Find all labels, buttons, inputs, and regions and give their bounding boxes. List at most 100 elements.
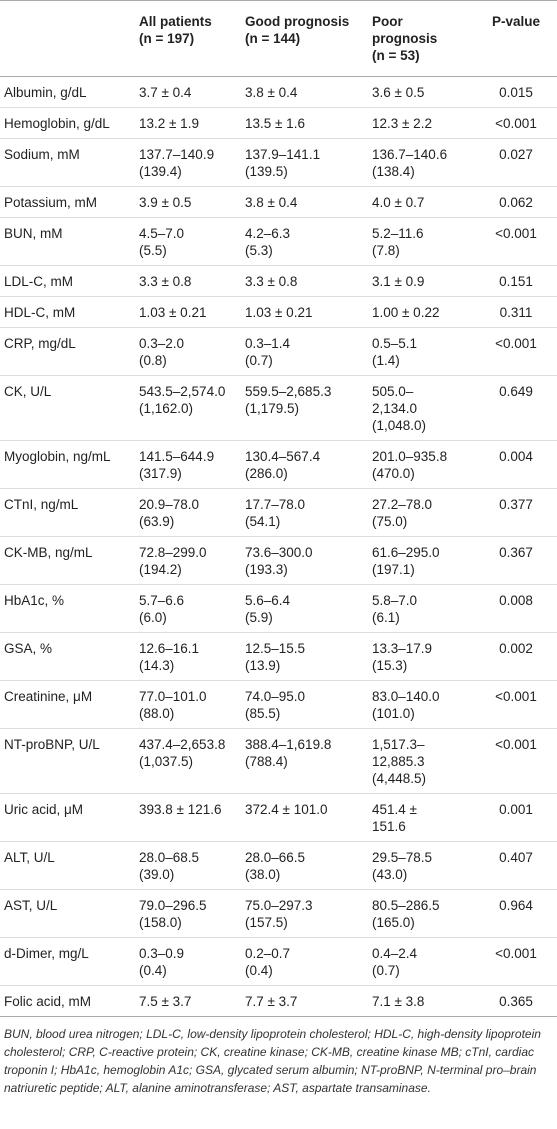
- table-cell: 4.2–6.3 (5.3): [243, 217, 370, 266]
- table-cell: 3.8 ± 0.4: [243, 76, 370, 108]
- table-row: Hemoglobin, g/dL 13.2 ± 1.9 13.5 ± 1.6 12.3…: [0, 107, 557, 139]
- table-cell: 0.151: [475, 265, 557, 297]
- table-cell: 388.4–1,619.8 (788.4): [243, 728, 370, 794]
- table-cell: 3.7 ± 0.4: [137, 76, 243, 108]
- table-cell: 393.8 ± 121.6: [137, 793, 243, 842]
- table-cell: 75.0–297.3 (157.5): [243, 889, 370, 938]
- table-cell: 12.5–15.5 (13.9): [243, 632, 370, 681]
- row-label: ALT, U/L: [0, 841, 137, 890]
- table-cell: 4.5–7.0 (5.5): [137, 217, 243, 266]
- row-label: CTnI, ng/mL: [0, 488, 137, 537]
- table-row: Uric acid, μM 393.8 ± 121.6 372.4 ± 101.0 4…: [0, 793, 557, 842]
- header-cell: Poor prognosis (n = 53): [370, 0, 475, 77]
- table-cell: 83.0–140.0 (101.0): [370, 680, 475, 729]
- table-cell: 80.5–286.5 (165.0): [370, 889, 475, 938]
- table-cell: 1.03 ± 0.21: [243, 296, 370, 328]
- table-cell: 7.7 ± 3.7: [243, 985, 370, 1017]
- table-cell: 505.0– 2,134.0 (1,048.0): [370, 375, 475, 441]
- table-cell: 0.407: [475, 841, 557, 890]
- row-label: GSA, %: [0, 632, 137, 681]
- table-row: d-Dimer, mg/L 0.3–0.9 (0.4) 0.2–0.7 (0.4) 0…: [0, 937, 557, 986]
- table-cell: 3.1 ± 0.9: [370, 265, 475, 297]
- table-row: ALT, U/L 28.0–68.5 (39.0) 28.0–66.5 (38.0)…: [0, 841, 557, 890]
- table-row: HbA1c, % 5.7–6.6 (6.0) 5.6–6.4 (5.9) 5.8–7.…: [0, 584, 557, 633]
- table-row: NT-proBNP, U/L 437.4–2,653.8 (1,037.5) 388…: [0, 728, 557, 794]
- table-cell: 20.9–78.0 (63.9): [137, 488, 243, 537]
- table-cell: 0.002: [475, 632, 557, 681]
- row-label: CK-MB, ng/mL: [0, 536, 137, 585]
- table-cell: 27.2–78.0 (75.0): [370, 488, 475, 537]
- table-cell: 61.6–295.0 (197.1): [370, 536, 475, 585]
- table-row: Potassium, mM 3.9 ± 0.5 3.8 ± 0.4 4.0 ± 0.7…: [0, 186, 557, 218]
- table-cell: 0.004: [475, 440, 557, 489]
- header-cell: [0, 0, 137, 77]
- table-cell: 0.4–2.4 (0.7): [370, 937, 475, 986]
- header-cell: Good prognosis (n = 144): [243, 0, 370, 77]
- row-label: d-Dimer, mg/L: [0, 937, 137, 986]
- table-cell: 0.015: [475, 76, 557, 108]
- table-row: CK, U/L 543.5–2,574.0 (1,162.0) 559.5–2,68…: [0, 375, 557, 441]
- table-cell: 12.6–16.1 (14.3): [137, 632, 243, 681]
- table-cell: <0.001: [475, 327, 557, 376]
- table-cell: 28.0–66.5 (38.0): [243, 841, 370, 890]
- table-cell: 5.8–7.0 (6.1): [370, 584, 475, 633]
- table-cell: 0.027: [475, 138, 557, 187]
- table-cell: 13.5 ± 1.6: [243, 107, 370, 139]
- table-cell: 7.5 ± 3.7: [137, 985, 243, 1017]
- row-label: LDL-C, mM: [0, 265, 137, 297]
- table-cell: 13.2 ± 1.9: [137, 107, 243, 139]
- table-cell: 0.649: [475, 375, 557, 441]
- table-row: LDL-C, mM 3.3 ± 0.8 3.3 ± 0.8 3.1 ± 0.9 0.15…: [0, 265, 557, 297]
- table-cell: 451.4 ± 151.6: [370, 793, 475, 842]
- table-row: Creatinine, μM 77.0–101.0 (88.0) 74.0–95.0…: [0, 680, 557, 729]
- table-cell: 74.0–95.0 (85.5): [243, 680, 370, 729]
- row-label: Albumin, g/dL: [0, 76, 137, 108]
- table-cell: 1.00 ± 0.22: [370, 296, 475, 328]
- row-label: Potassium, mM: [0, 186, 137, 218]
- table-cell: 72.8–299.0 (194.2): [137, 536, 243, 585]
- table-cell: 7.1 ± 3.8: [370, 985, 475, 1017]
- table-cell: 4.0 ± 0.7: [370, 186, 475, 218]
- data-table: All patients (n = 197) Good prognosis (n …: [0, 0, 557, 1017]
- table-row: CRP, mg/dL 0.3–2.0 (0.8) 0.3–1.4 (0.7) 0.5–…: [0, 327, 557, 376]
- row-label: Hemoglobin, g/dL: [0, 107, 137, 139]
- table-cell: 0.3–2.0 (0.8): [137, 327, 243, 376]
- footnote: BUN, blood urea nitrogen; LDL-C, low-den…: [4, 1027, 541, 1095]
- table-row: GSA, % 12.6–16.1 (14.3) 12.5–15.5 (13.9) 13…: [0, 632, 557, 681]
- table-cell: 5.7–6.6 (6.0): [137, 584, 243, 633]
- table-cell: 0.3–0.9 (0.4): [137, 937, 243, 986]
- table-cell: 0.377: [475, 488, 557, 537]
- table-cell: 3.3 ± 0.8: [243, 265, 370, 297]
- table-row: Albumin, g/dL 3.7 ± 0.4 3.8 ± 0.4 3.6 ± 0.5…: [0, 76, 557, 108]
- row-label: HDL-C, mM: [0, 296, 137, 328]
- table-cell: <0.001: [475, 728, 557, 794]
- row-label: HbA1c, %: [0, 584, 137, 633]
- table-cell: 5.2–11.6 (7.8): [370, 217, 475, 266]
- table-row: CK-MB, ng/mL 72.8–299.0 (194.2) 73.6–300.0…: [0, 536, 557, 585]
- row-label: Uric acid, μM: [0, 793, 137, 842]
- table-cell: 0.367: [475, 536, 557, 585]
- table-cell: 1,517.3– 12,885.3 (4,448.5): [370, 728, 475, 794]
- table-body: Albumin, g/dL 3.7 ± 0.4 3.8 ± 0.4 3.6 ± 0.5…: [0, 76, 557, 1017]
- table-cell: 0.964: [475, 889, 557, 938]
- table-cell: 136.7–140.6 (138.4): [370, 138, 475, 187]
- row-label: NT-proBNP, U/L: [0, 728, 137, 794]
- table-cell: 137.9–141.1 (139.5): [243, 138, 370, 187]
- table-cell: 0.008: [475, 584, 557, 633]
- table-cell: 372.4 ± 101.0: [243, 793, 370, 842]
- table-row: AST, U/L 79.0–296.5 (158.0) 75.0–297.3 (15…: [0, 889, 557, 938]
- row-label: Sodium, mM: [0, 138, 137, 187]
- table-cell: 12.3 ± 2.2: [370, 107, 475, 139]
- table-cell: 0.2–0.7 (0.4): [243, 937, 370, 986]
- table-cell: 0.5–5.1 (1.4): [370, 327, 475, 376]
- table-cell: 79.0–296.5 (158.0): [137, 889, 243, 938]
- table-row: HDL-C, mM 1.03 ± 0.21 1.03 ± 0.21 1.00 ± 0.…: [0, 296, 557, 328]
- table-cell: <0.001: [475, 680, 557, 729]
- table-cell: 73.6–300.0 (193.3): [243, 536, 370, 585]
- table-cell: 28.0–68.5 (39.0): [137, 841, 243, 890]
- table-cell: 0.311: [475, 296, 557, 328]
- table-cell: 141.5–644.9 (317.9): [137, 440, 243, 489]
- table-cell: 543.5–2,574.0 (1,162.0): [137, 375, 243, 441]
- table-cell: 559.5–2,685.3 (1,179.5): [243, 375, 370, 441]
